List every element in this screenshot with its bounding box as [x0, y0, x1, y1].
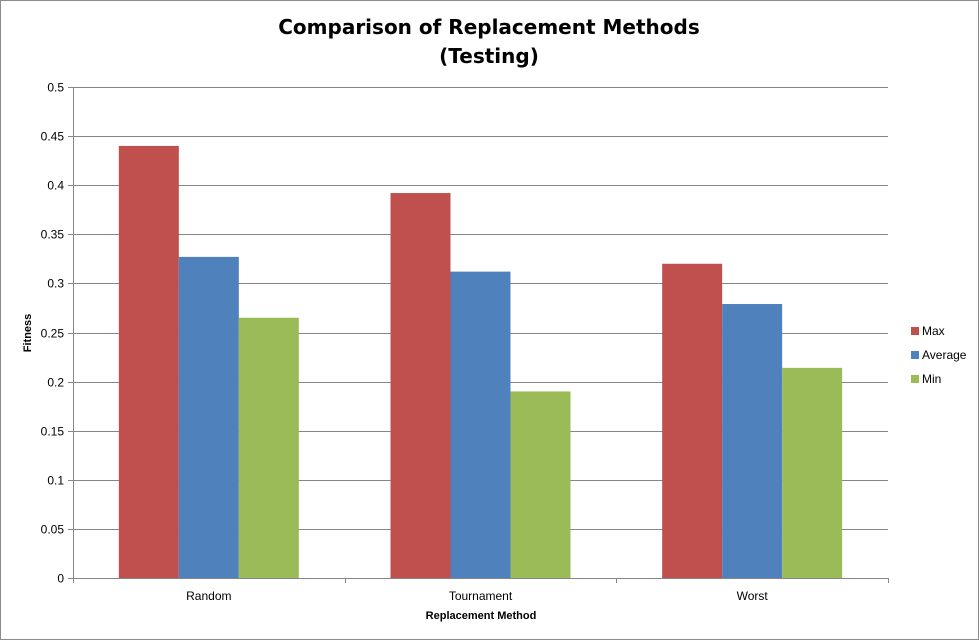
bar-min-random	[238, 317, 299, 578]
bar-min-tournament	[510, 391, 571, 578]
bars	[118, 145, 843, 579]
legend-label-min: Min	[922, 372, 941, 386]
legend-swatch-min	[911, 375, 919, 383]
legend-swatch-max	[911, 327, 919, 335]
y-tick-label: 0.3	[47, 277, 64, 291]
y-tick-label: 0.5	[47, 81, 64, 95]
bar-average-worst	[722, 304, 783, 578]
y-tick-label: 0.4	[47, 179, 64, 193]
chart-subtitle: (Testing)	[439, 44, 539, 68]
chart-title: Comparison of Replacement Methods	[278, 15, 699, 39]
legend: Max Average Min	[911, 324, 967, 386]
bar-average-random	[178, 256, 239, 578]
legend-swatch-average	[911, 351, 919, 359]
bar-max-tournament	[390, 193, 451, 578]
legend-label-max: Max	[922, 324, 945, 338]
bar-max-random	[118, 145, 179, 579]
y-tick-label: 0.1	[47, 474, 64, 488]
y-tick-label: 0.45	[41, 130, 65, 144]
bar-average-tournament	[450, 271, 511, 578]
y-tick-label: 0	[57, 572, 64, 586]
x-tick-label: Tournament	[449, 589, 513, 603]
bar-max-worst	[662, 263, 723, 578]
x-axis-title: Replacement Method	[426, 610, 537, 622]
y-tick-label: 0.35	[41, 228, 65, 242]
axes: 0 0.05 0.1 0.15 0.2 0.25 0.3 0.35 0.4 0.45 0.5 Rand…	[41, 81, 889, 603]
y-tick-label: 0.15	[41, 425, 65, 439]
y-tick-label: 0.05	[41, 523, 65, 537]
bar-min-worst	[782, 367, 843, 578]
y-axis-title: Fitness	[22, 314, 34, 353]
y-tick-label: 0.2	[47, 376, 64, 390]
x-tick-label: Worst	[737, 589, 769, 603]
legend-label-average: Average	[922, 348, 967, 362]
x-tick-label: Random	[186, 589, 231, 603]
y-tick-label: 0.25	[41, 327, 65, 341]
